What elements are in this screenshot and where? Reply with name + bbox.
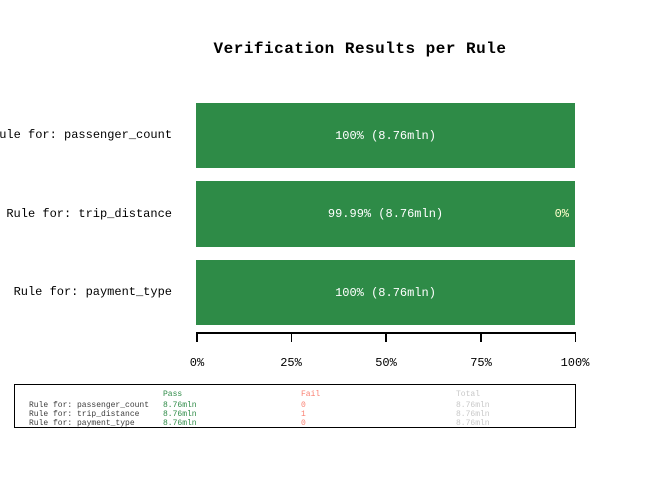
bar-trip-distance-pass: 99.99% (8.76mln) 0% [196,181,575,247]
x-axis-tick-label-25: 25% [280,356,302,370]
bar-payment-type-pass: 100% (8.76mln) [196,260,575,325]
y-axis-label-trip-distance: Rule for: trip_distance [6,207,172,221]
summary-table: Pass Fail Total Rule for: passenger_coun… [14,384,576,428]
x-axis-tick [480,332,482,342]
x-axis-tick-label-100: 100% [560,356,590,370]
x-axis-tick [290,332,292,342]
summary-table-cell-pass: 8.76mln [163,410,197,419]
summary-table-cell-fail: 0 [301,401,306,410]
summary-table-cell-pass: 8.76mln [163,401,197,410]
bar-passenger-count-pass: 100% (8.76mln) [196,103,575,168]
summary-table-cell-fail: 1 [301,410,306,419]
summary-table-header-fail: Fail [301,390,321,399]
summary-table-cell-total: 8.76mln [456,419,490,428]
summary-table-header-pass: Pass [163,390,183,399]
y-axis-label-payment-type: Rule for: payment_type [13,285,172,299]
bar-value-label: 99.99% (8.76mln) [327,207,444,221]
summary-table-cell-total: 8.76mln [456,410,490,419]
summary-table-header-total: Total [456,390,481,399]
bar-value-label: 100% (8.76mln) [335,128,436,143]
bar-value-label: 100% (8.76mln) [335,285,436,300]
summary-table-cell-total: 8.76mln [456,401,490,410]
summary-table-cell-fail: 0 [301,419,306,428]
x-axis-tick [385,332,387,342]
bar-fail-value-label: 0% [554,207,569,221]
summary-table-row-label: Rule for: payment_type [29,419,135,428]
x-axis-tick [196,332,198,342]
y-axis-label-passenger-count: Rule for: passenger_count [0,128,173,142]
x-axis-tick-label-0: 0% [189,356,205,370]
x-axis-tick-label-75: 75% [470,356,492,370]
summary-table-row-label: Rule for: passenger_count [29,401,150,410]
summary-table-row-label: Rule for: trip_distance [29,410,140,419]
chart-title: Verification Results per Rule [213,40,507,58]
x-axis-tick-label-50: 50% [375,356,397,370]
x-axis-tick [574,332,576,342]
summary-table-cell-pass: 8.76mln [163,419,197,428]
